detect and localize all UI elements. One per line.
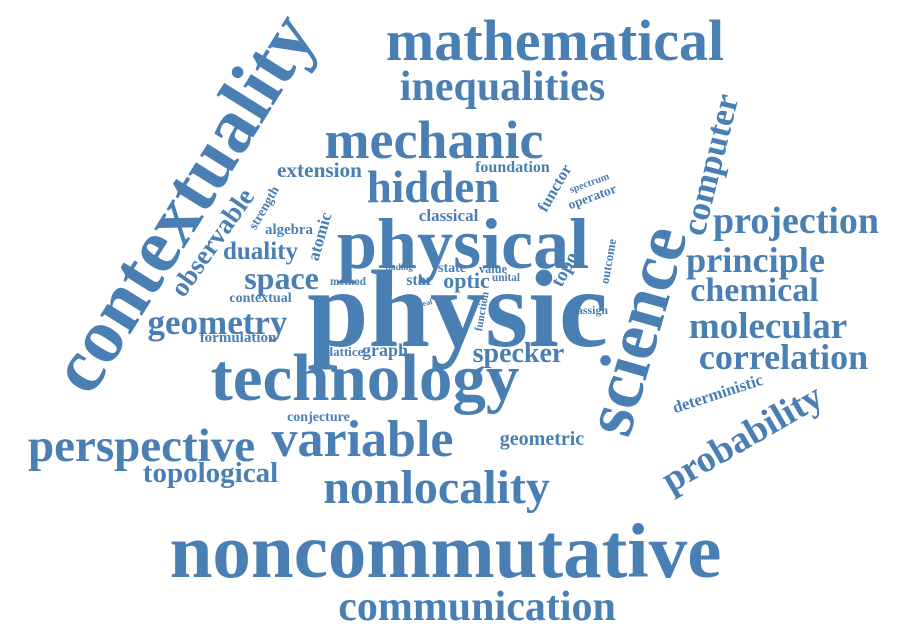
word-projection: projection xyxy=(713,200,880,242)
word-formulation: formulation xyxy=(199,330,277,346)
word-hidden: hidden xyxy=(366,162,500,212)
word-physic: physic xyxy=(307,247,608,370)
word-contextual: contextual xyxy=(229,291,292,306)
word-perspective: perspective xyxy=(28,420,256,472)
word-geometric: geometric xyxy=(499,428,585,450)
word-mathematical: mathematical xyxy=(385,8,725,73)
word-conjecture: conjecture xyxy=(287,410,350,425)
word-state: state xyxy=(438,261,466,276)
word-assign: assign xyxy=(577,302,608,317)
word-star: star xyxy=(406,272,433,289)
word-lattice: lattice xyxy=(329,344,364,359)
word-correlation: correlation xyxy=(698,337,869,377)
word-chemical: chemical xyxy=(690,272,819,309)
word-noncommutative: noncommutative xyxy=(169,508,722,594)
word-optic: optic xyxy=(443,268,490,293)
word-inequalities: inequalities xyxy=(399,64,606,110)
word-technology: technology xyxy=(210,341,520,415)
word-communication: communication xyxy=(338,584,616,630)
word-topological: topological xyxy=(142,457,279,489)
word-method: method xyxy=(330,275,366,288)
word-graph: graph xyxy=(362,340,409,360)
word-nonlocality: nonlocality xyxy=(323,461,550,514)
word-duality: duality xyxy=(223,238,299,265)
word-geometry: geometry xyxy=(147,303,288,342)
word-value: value xyxy=(479,262,507,277)
word-unital: unital xyxy=(492,272,520,285)
word-variable: variable xyxy=(271,411,454,468)
word-physical: physical xyxy=(337,204,590,284)
word-finding: finding xyxy=(385,262,413,272)
word-classical: classical xyxy=(418,206,479,225)
word-space: space xyxy=(244,260,319,296)
word-extension: extension xyxy=(277,158,362,183)
word-molecular: molecular xyxy=(688,306,848,347)
word-principle: principle xyxy=(686,239,825,280)
word-algebra: algebra xyxy=(265,221,313,238)
word-specker: specker xyxy=(472,338,565,369)
word-foundation: foundation xyxy=(475,159,550,176)
word-mechanic: mechanic xyxy=(324,110,544,170)
